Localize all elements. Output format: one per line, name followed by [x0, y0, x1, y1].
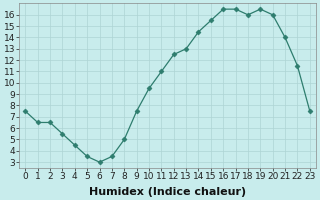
- X-axis label: Humidex (Indice chaleur): Humidex (Indice chaleur): [89, 187, 246, 197]
